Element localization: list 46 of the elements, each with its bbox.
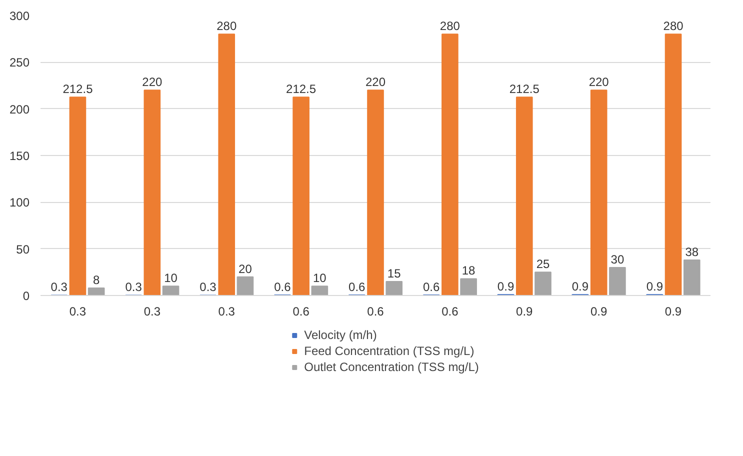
x-tick-label: 0.3 (125, 280, 142, 294)
y-tick-label: 150 (9, 149, 30, 163)
data-label: 212.5 (509, 82, 540, 96)
data-label: 280 (440, 19, 460, 34)
x-tick-label: 0.9 (646, 280, 664, 294)
data-label: 280 (216, 19, 237, 34)
data-label: 8 (92, 273, 100, 288)
y-tick-label: 200 (9, 102, 30, 116)
data-label: 0.9 (664, 304, 682, 318)
data-label: 212.5 (286, 82, 316, 96)
data-label: 212.5 (62, 82, 94, 96)
x-tick-label: 0.3 (200, 280, 217, 294)
data-label: 0.6 (292, 304, 310, 318)
x-tick-label: 0.6 (422, 280, 440, 294)
x-tick-label: 0.9 (497, 280, 514, 294)
data-label: 0.6 (442, 304, 459, 318)
data-label: 25 (536, 257, 550, 272)
data-label: 0.9 (590, 304, 608, 318)
data-label: 10 (164, 271, 178, 286)
x-tick-label: 0.6 (348, 280, 366, 294)
legend-label: Feed Concentration (TSS mg/L) (304, 344, 474, 358)
y-tick-label: 250 (9, 56, 30, 70)
data-label: 0.3 (218, 304, 236, 318)
x-tick-label: 0.6 (274, 280, 292, 294)
legend-label: Outlet Concentration (TSS mg/L) (304, 360, 479, 374)
data-label: 20 (238, 262, 252, 276)
data-label: 30 (610, 252, 624, 266)
data-label: 220 (365, 75, 386, 90)
data-label: 220 (142, 75, 163, 90)
y-tick-label: 50 (16, 242, 30, 256)
x-tick-label: 0.9 (572, 280, 589, 294)
data-label: 0.6 (367, 304, 384, 318)
y-tick-label: 0 (22, 289, 30, 303)
data-label: 18 (462, 264, 476, 278)
data-label: 10 (312, 271, 327, 286)
data-label: 280 (663, 19, 684, 34)
legend-label: Velocity (m/h) (304, 328, 377, 342)
y-tick-label: 100 (9, 196, 30, 210)
x-tick-label: 0.3 (50, 280, 68, 294)
y-tick-label: 300 (9, 9, 30, 23)
data-label: 220 (588, 75, 610, 90)
data-label: 38 (685, 245, 699, 260)
data-label: 0.3 (144, 304, 161, 318)
data-label: 0.9 (516, 304, 534, 318)
data-label: 0.3 (69, 304, 86, 318)
data-label: 15 (387, 266, 402, 280)
